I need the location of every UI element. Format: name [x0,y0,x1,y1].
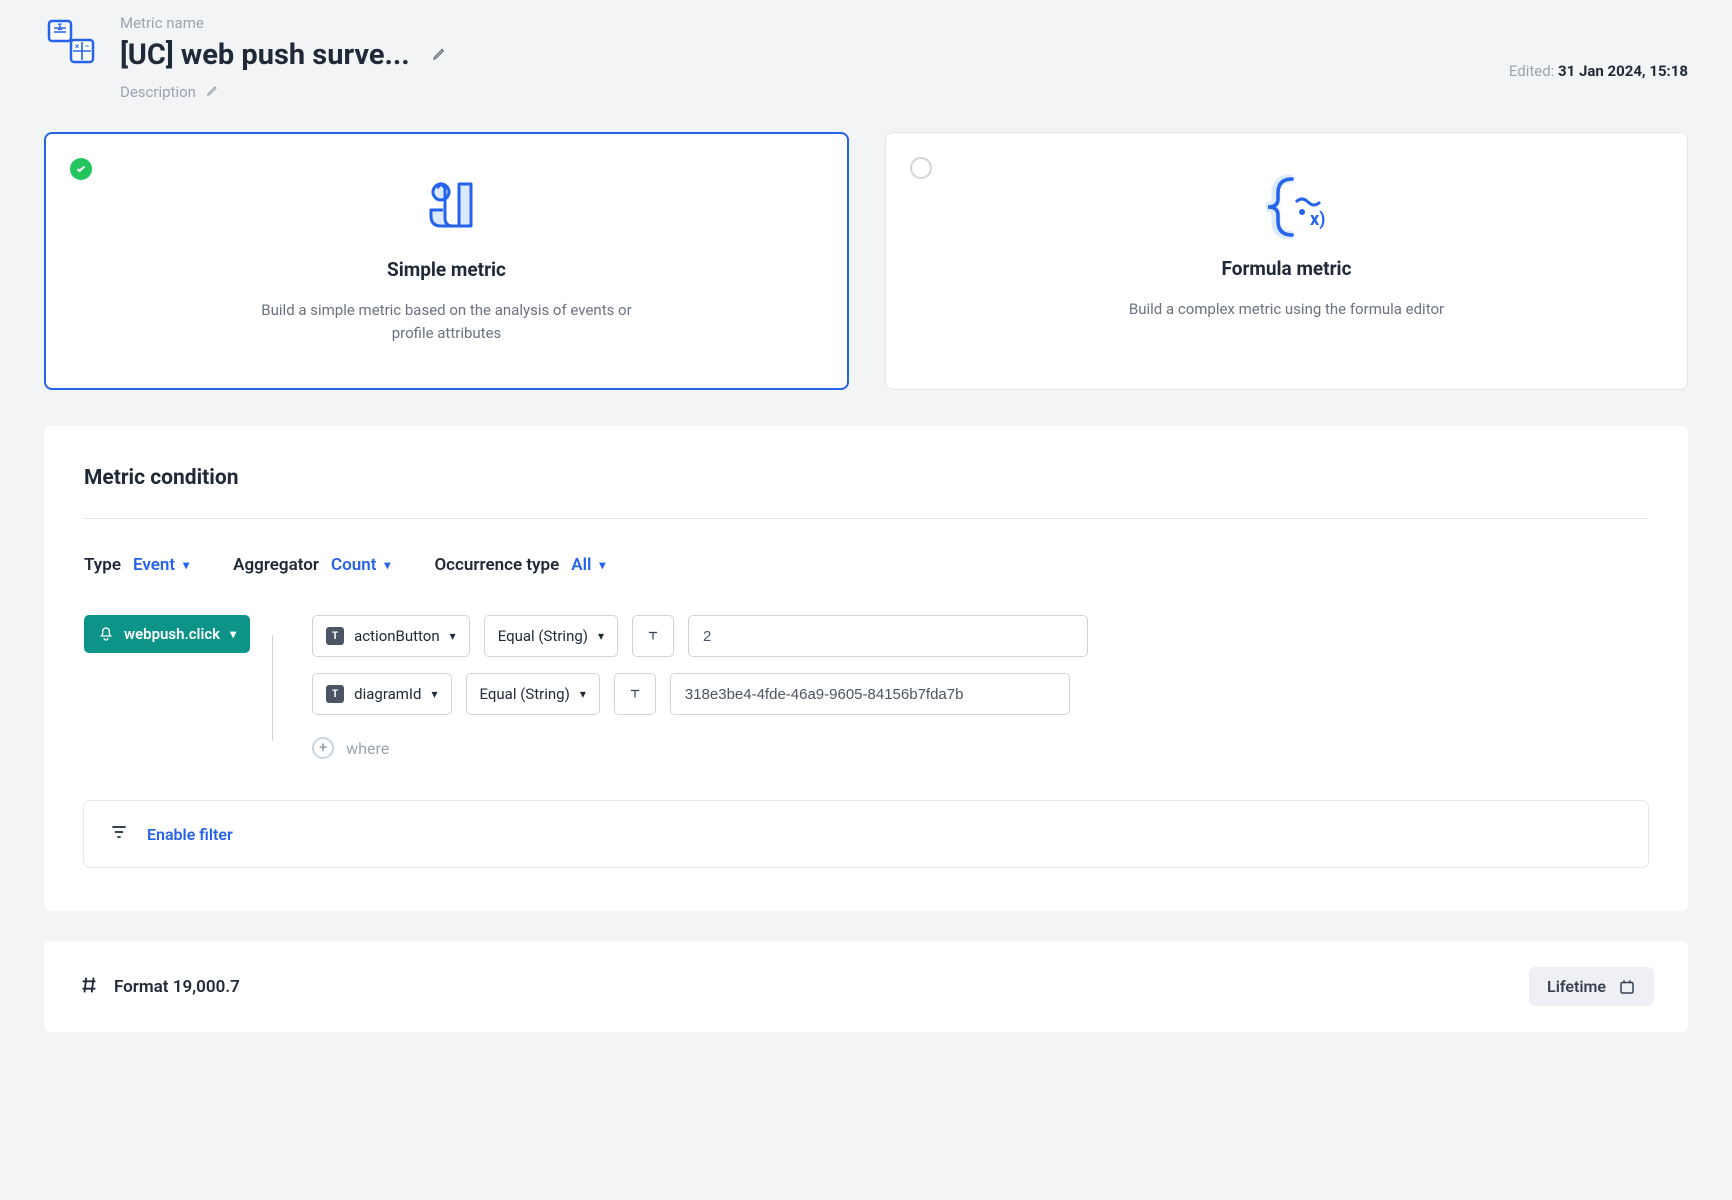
edited-timestamp: Edited: 31 Jan 2024, 15:18 [1509,62,1688,80]
metric-condition-panel: Metric condition Type Event ▾ Aggregator… [44,426,1688,911]
text-type-icon [614,673,656,715]
type-badge-icon: T [326,685,344,703]
simple-metric-desc: Build a simple metric based on the analy… [252,299,642,344]
filter-icon [109,822,129,846]
simple-metric-title: Simple metric [387,258,506,281]
formula-metric-icon: x) [1244,167,1330,239]
bell-icon [98,626,114,642]
svg-text:×: × [75,42,79,51]
aggregator-label: Aggregator [233,555,319,575]
hash-icon [78,974,100,1000]
chevron-down-icon: ▾ [384,558,390,572]
chevron-down-icon: ▾ [450,629,456,643]
chevron-down-icon: ▾ [183,558,189,572]
calendar-icon [1618,978,1636,996]
operator-selector[interactable]: Equal (String) ▾ [484,615,618,657]
footer-panel: Format 19,000.7 Lifetime [44,941,1688,1032]
enable-filter-button[interactable]: Enable filter [147,825,233,844]
add-where-button[interactable]: + where [312,737,1088,759]
type-label: Type [84,555,121,575]
format-label: Format 19,000.7 [114,977,240,997]
condition-line: T diagramId ▾ Equal (String) ▾ [312,673,1088,715]
svg-text:Σ: Σ [57,23,62,33]
metric-name-label: Metric name [120,14,448,32]
formula-metric-card[interactable]: x) Formula metric Build a complex metric… [885,132,1688,390]
edit-description-button[interactable] [206,82,220,102]
connector-line [250,615,312,759]
occurrence-selector[interactable]: All ▾ [571,555,605,575]
chevron-down-icon: ▾ [580,687,586,701]
simple-metric-icon [411,168,483,240]
simple-metric-card[interactable]: Simple metric Build a simple metric base… [44,132,849,390]
radio-icon [910,157,932,179]
filter-box: Enable filter [84,801,1648,867]
formula-metric-title: Formula metric [1222,257,1352,280]
event-selector[interactable]: webpush.click ▾ [84,615,250,653]
operator-selector[interactable]: Equal (String) ▾ [466,673,600,715]
plus-icon: + [312,737,334,759]
condition-line: T actionButton ▾ Equal (String) ▾ [312,615,1088,657]
occurrence-label: Occurrence type [434,555,559,575]
type-badge-icon: T [326,627,344,645]
metric-icon: Σ × − [44,14,100,70]
value-input[interactable] [688,615,1088,657]
lifetime-button[interactable]: Lifetime [1529,967,1654,1006]
chevron-down-icon: ▾ [599,558,605,572]
metric-title: [UC] web push surve... [120,38,410,72]
metric-condition-title: Metric condition [84,466,1648,490]
svg-text:x): x) [1310,209,1325,230]
chevron-down-icon: ▾ [598,629,604,643]
text-type-icon [632,615,674,657]
aggregator-selector[interactable]: Count ▾ [331,555,390,575]
chevron-down-icon: ▾ [230,627,236,641]
attribute-selector[interactable]: T actionButton ▾ [312,615,470,657]
value-input[interactable] [670,673,1070,715]
chevron-down-icon: ▾ [431,687,437,701]
check-icon [70,158,92,180]
page-header: Σ × − Metric name [UC] web push surve... [44,0,1688,132]
description-label: Description [120,83,196,101]
formula-metric-desc: Build a complex metric using the formula… [1129,298,1444,321]
attribute-selector[interactable]: T diagramId ▾ [312,673,451,715]
edit-title-button[interactable] [432,45,448,66]
type-selector[interactable]: Event ▾ [133,555,189,575]
svg-text:−: − [85,42,89,51]
